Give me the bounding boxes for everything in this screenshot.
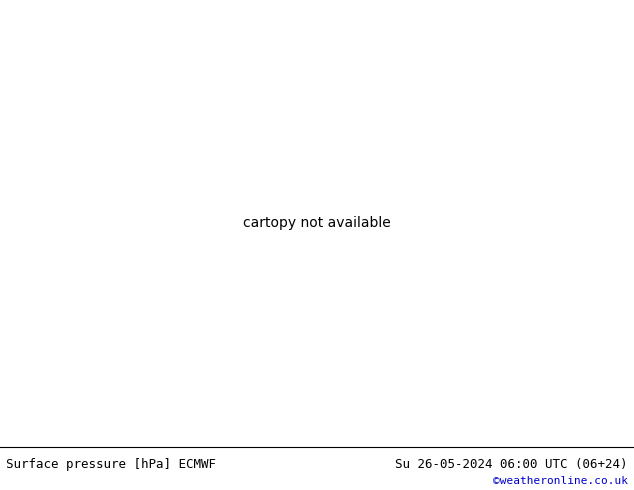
Text: ©weatheronline.co.uk: ©weatheronline.co.uk <box>493 476 628 487</box>
Text: Surface pressure [hPa] ECMWF: Surface pressure [hPa] ECMWF <box>6 458 216 471</box>
Text: cartopy not available: cartopy not available <box>243 216 391 230</box>
Text: Su 26-05-2024 06:00 UTC (06+24): Su 26-05-2024 06:00 UTC (06+24) <box>395 458 628 471</box>
